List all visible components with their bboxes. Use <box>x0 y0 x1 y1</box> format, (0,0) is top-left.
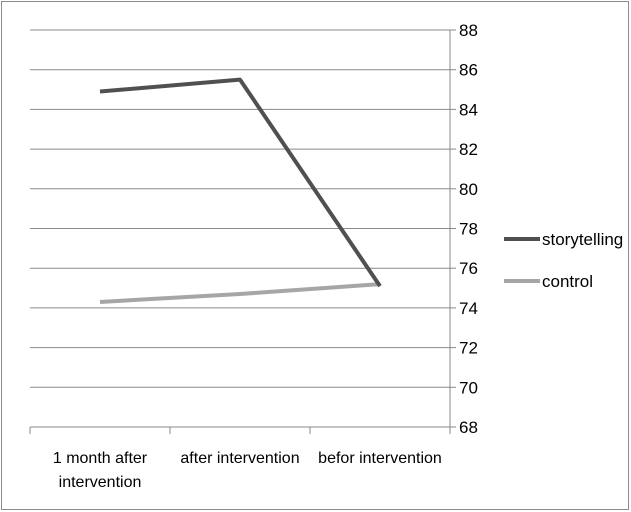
y-tick-label: 84 <box>459 100 478 119</box>
x-category-label-line: befor intervention <box>318 450 442 467</box>
y-tick-label: 68 <box>459 418 478 437</box>
x-category-label: 1 month after intervention <box>53 450 148 491</box>
y-axis-ticks: 68 70 72 74 76 78 80 82 84 86 88 <box>450 21 478 437</box>
x-category-label-line: after intervention <box>180 450 299 467</box>
x-axis-labels: 1 month after intervention after intervent… <box>53 450 442 491</box>
legend-label-control: control <box>542 272 593 291</box>
legend: storytelling control <box>504 230 623 291</box>
y-tick-label: 82 <box>459 140 478 159</box>
y-tick-label: 78 <box>459 220 478 239</box>
gridlines <box>30 29 450 388</box>
y-tick-label: 70 <box>459 378 478 397</box>
x-category-label-line: 1 month after <box>53 450 148 467</box>
x-category-label: befor intervention <box>318 450 442 467</box>
y-tick-label: 72 <box>459 339 478 358</box>
series-lines <box>99 77 382 304</box>
x-category-label-line: intervention <box>59 474 142 491</box>
y-tick-label: 76 <box>459 259 478 278</box>
legend-label-storytelling: storytelling <box>542 230 623 249</box>
axes <box>29 30 451 434</box>
series-line-control <box>99 282 381 304</box>
y-tick-label: 88 <box>459 21 478 40</box>
series-line-storytelling <box>99 77 382 288</box>
x-category-label: after intervention <box>180 450 299 467</box>
y-tick-label: 86 <box>459 61 478 80</box>
y-tick-label: 80 <box>459 180 478 199</box>
y-tick-label: 74 <box>459 299 478 318</box>
